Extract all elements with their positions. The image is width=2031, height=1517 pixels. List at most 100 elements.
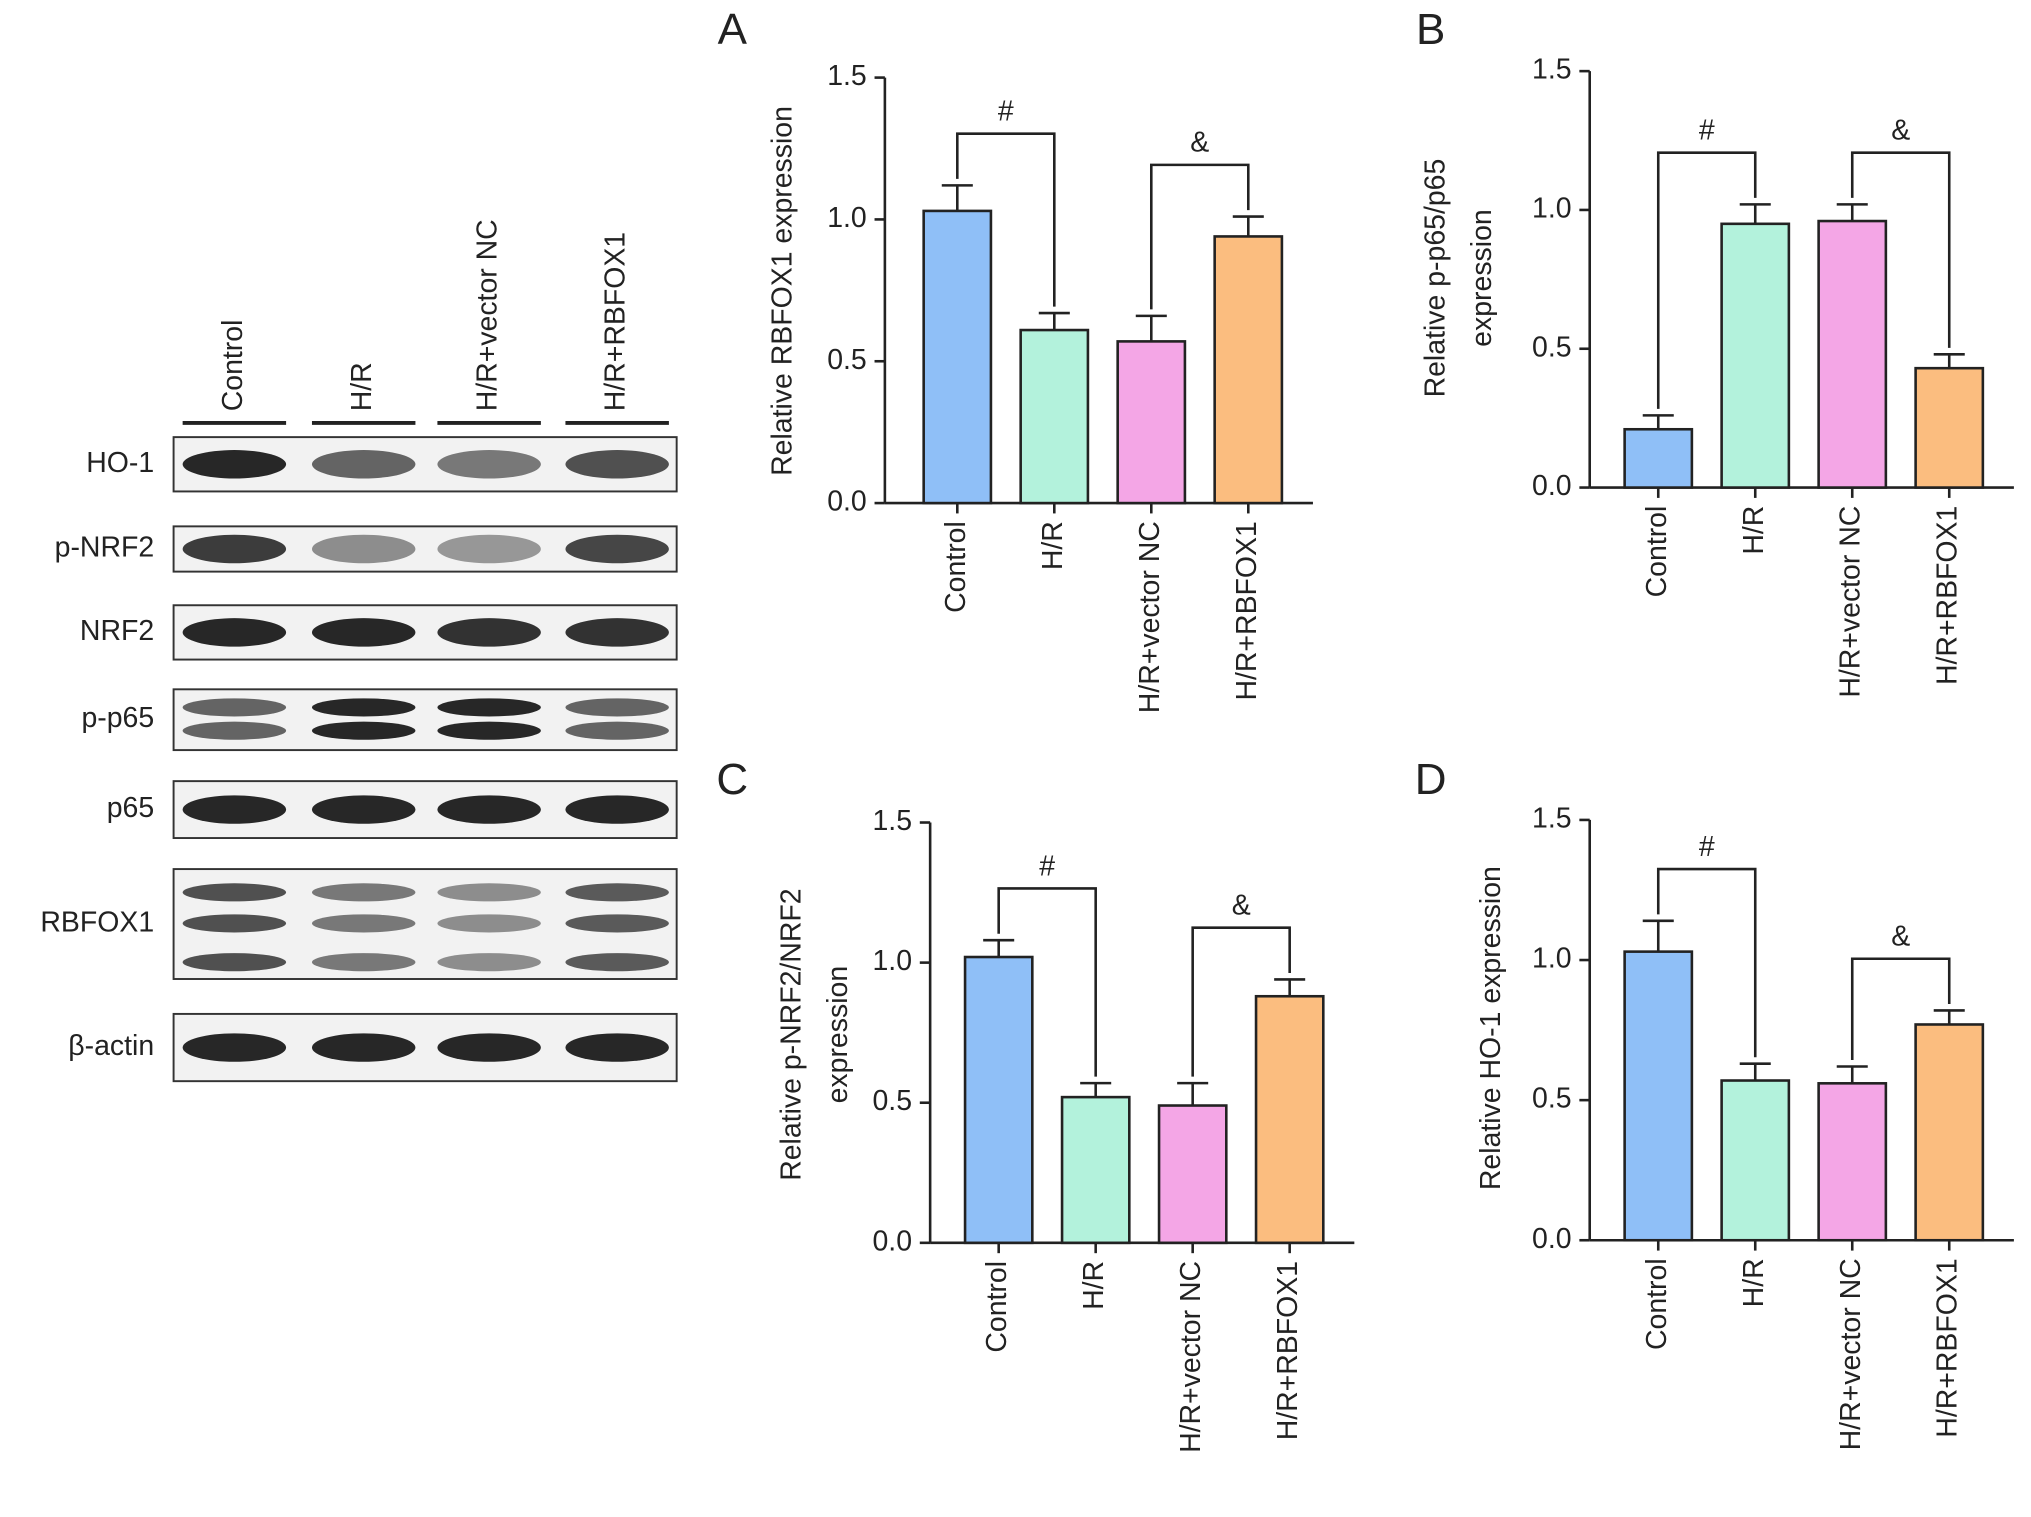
y-axis-label: Relative HO-1 expression bbox=[1475, 866, 1507, 1190]
significance-bracket bbox=[1850, 151, 1951, 348]
blot-band bbox=[311, 450, 416, 479]
x-tick-label: Control bbox=[981, 1261, 1013, 1353]
blot-row-label: NRF2 bbox=[80, 615, 154, 647]
x-tick-label: H/R bbox=[1738, 1258, 1770, 1307]
blot-band bbox=[437, 914, 541, 933]
x-tick-label: H/R+RBFOX1 bbox=[1932, 1258, 1964, 1437]
blot-row-label: RBFOX1 bbox=[40, 907, 154, 939]
x-tick-label: H/R bbox=[1037, 521, 1069, 570]
y-tick-label: 0.5 bbox=[872, 1085, 912, 1117]
blot-band bbox=[565, 450, 669, 479]
blot-band bbox=[437, 450, 541, 479]
y-tick-label: 0.0 bbox=[1532, 470, 1572, 502]
y-tick-label: 1.5 bbox=[872, 805, 912, 837]
blot-band bbox=[311, 883, 416, 902]
blot-band bbox=[311, 953, 416, 972]
blot-band bbox=[565, 698, 669, 717]
blot-band bbox=[182, 721, 287, 740]
y-tick-label: 1.0 bbox=[1532, 943, 1572, 975]
blot-band bbox=[565, 721, 669, 740]
blot-band bbox=[182, 914, 287, 933]
blot-band bbox=[182, 698, 287, 717]
significance-mark: # bbox=[998, 95, 1014, 127]
x-tick-label: H/R bbox=[1078, 1261, 1110, 1310]
x-tick-label: H/R+vector NC bbox=[1134, 521, 1166, 713]
blot-band bbox=[437, 698, 541, 717]
blot-band bbox=[437, 618, 541, 647]
blot-band bbox=[565, 1033, 669, 1062]
blot-row-label: p-p65 bbox=[81, 702, 154, 734]
y-axis-label: Relative p-NRF2/NRF2 bbox=[776, 888, 808, 1180]
bar bbox=[1019, 328, 1090, 505]
blot-band bbox=[182, 795, 287, 824]
significance-mark: & bbox=[1891, 921, 1910, 953]
blot-row-label: p-NRF2 bbox=[55, 532, 155, 564]
y-tick-label: 0.0 bbox=[1532, 1223, 1572, 1255]
blot-band bbox=[565, 883, 669, 902]
blot-band bbox=[182, 534, 287, 564]
x-tick-label: H/R+RBFOX1 bbox=[1231, 521, 1263, 700]
y-tick-label: 1.5 bbox=[827, 60, 867, 92]
bar bbox=[1623, 950, 1694, 1242]
y-tick-label: 1.0 bbox=[872, 945, 912, 977]
significance-bracket bbox=[997, 887, 1097, 1077]
bar bbox=[1157, 1104, 1228, 1245]
bar bbox=[1116, 340, 1187, 505]
significance-mark: # bbox=[1039, 850, 1055, 882]
bar bbox=[1817, 1082, 1888, 1242]
y-axis-label: Relative p-p65/p65 bbox=[1420, 159, 1452, 398]
blot-band bbox=[437, 883, 541, 902]
significance-bracket bbox=[1850, 957, 1951, 1061]
panel-letter: D bbox=[1415, 755, 1447, 804]
blot-band bbox=[182, 1033, 287, 1062]
significance-mark: & bbox=[1232, 890, 1251, 922]
significance-bracket bbox=[1656, 867, 1757, 1058]
significance-bracket bbox=[956, 132, 1056, 307]
blot-band bbox=[437, 534, 541, 564]
bar bbox=[963, 955, 1034, 1245]
blot-band bbox=[437, 953, 541, 972]
lane-label: H/R bbox=[346, 362, 378, 411]
blot-box bbox=[172, 688, 678, 752]
y-tick-label: 0.0 bbox=[872, 1225, 912, 1257]
blot-band bbox=[311, 914, 416, 933]
bar bbox=[1254, 994, 1325, 1245]
bar bbox=[1213, 235, 1284, 505]
y-tick-label: 0.5 bbox=[1532, 1083, 1572, 1115]
significance-bracket bbox=[1656, 151, 1757, 409]
blot-row-label: p65 bbox=[107, 792, 154, 824]
y-tick-label: 1.5 bbox=[1532, 802, 1572, 834]
blot-band bbox=[311, 618, 416, 647]
x-tick-label: H/R+RBFOX1 bbox=[1272, 1261, 1304, 1440]
panel-letter: A bbox=[718, 5, 748, 54]
blot-band bbox=[311, 721, 416, 740]
y-axis-label: expression bbox=[1466, 209, 1498, 347]
y-tick-label: 0.5 bbox=[827, 344, 867, 376]
x-tick-label: H/R bbox=[1738, 506, 1770, 555]
blot-row-label: β-actin bbox=[68, 1030, 154, 1062]
blot-band bbox=[565, 914, 669, 933]
x-tick-label: H/R+vector NC bbox=[1835, 1258, 1867, 1450]
y-axis-label: Relative RBFOX1 expression bbox=[767, 106, 799, 476]
bar bbox=[922, 209, 993, 505]
blot-band bbox=[182, 953, 287, 972]
blot-band bbox=[311, 795, 416, 824]
significance-mark: # bbox=[1699, 831, 1715, 863]
y-tick-label: 0.0 bbox=[827, 486, 867, 518]
blot-band bbox=[565, 953, 669, 972]
blot-band bbox=[311, 1033, 416, 1062]
blot-band bbox=[565, 795, 669, 824]
blot-band bbox=[311, 534, 416, 564]
y-tick-label: 1.0 bbox=[1532, 192, 1572, 224]
bar bbox=[1914, 366, 1985, 489]
bar bbox=[1623, 427, 1694, 489]
blot-band bbox=[182, 883, 287, 902]
lane-label: H/R+RBFOX1 bbox=[600, 232, 632, 411]
x-tick-label: H/R+vector NC bbox=[1175, 1261, 1207, 1453]
blot-band bbox=[565, 534, 669, 564]
x-tick-label: Control bbox=[940, 521, 972, 613]
panel-letter: C bbox=[716, 755, 748, 804]
lane-label: H/R+vector NC bbox=[472, 219, 504, 411]
